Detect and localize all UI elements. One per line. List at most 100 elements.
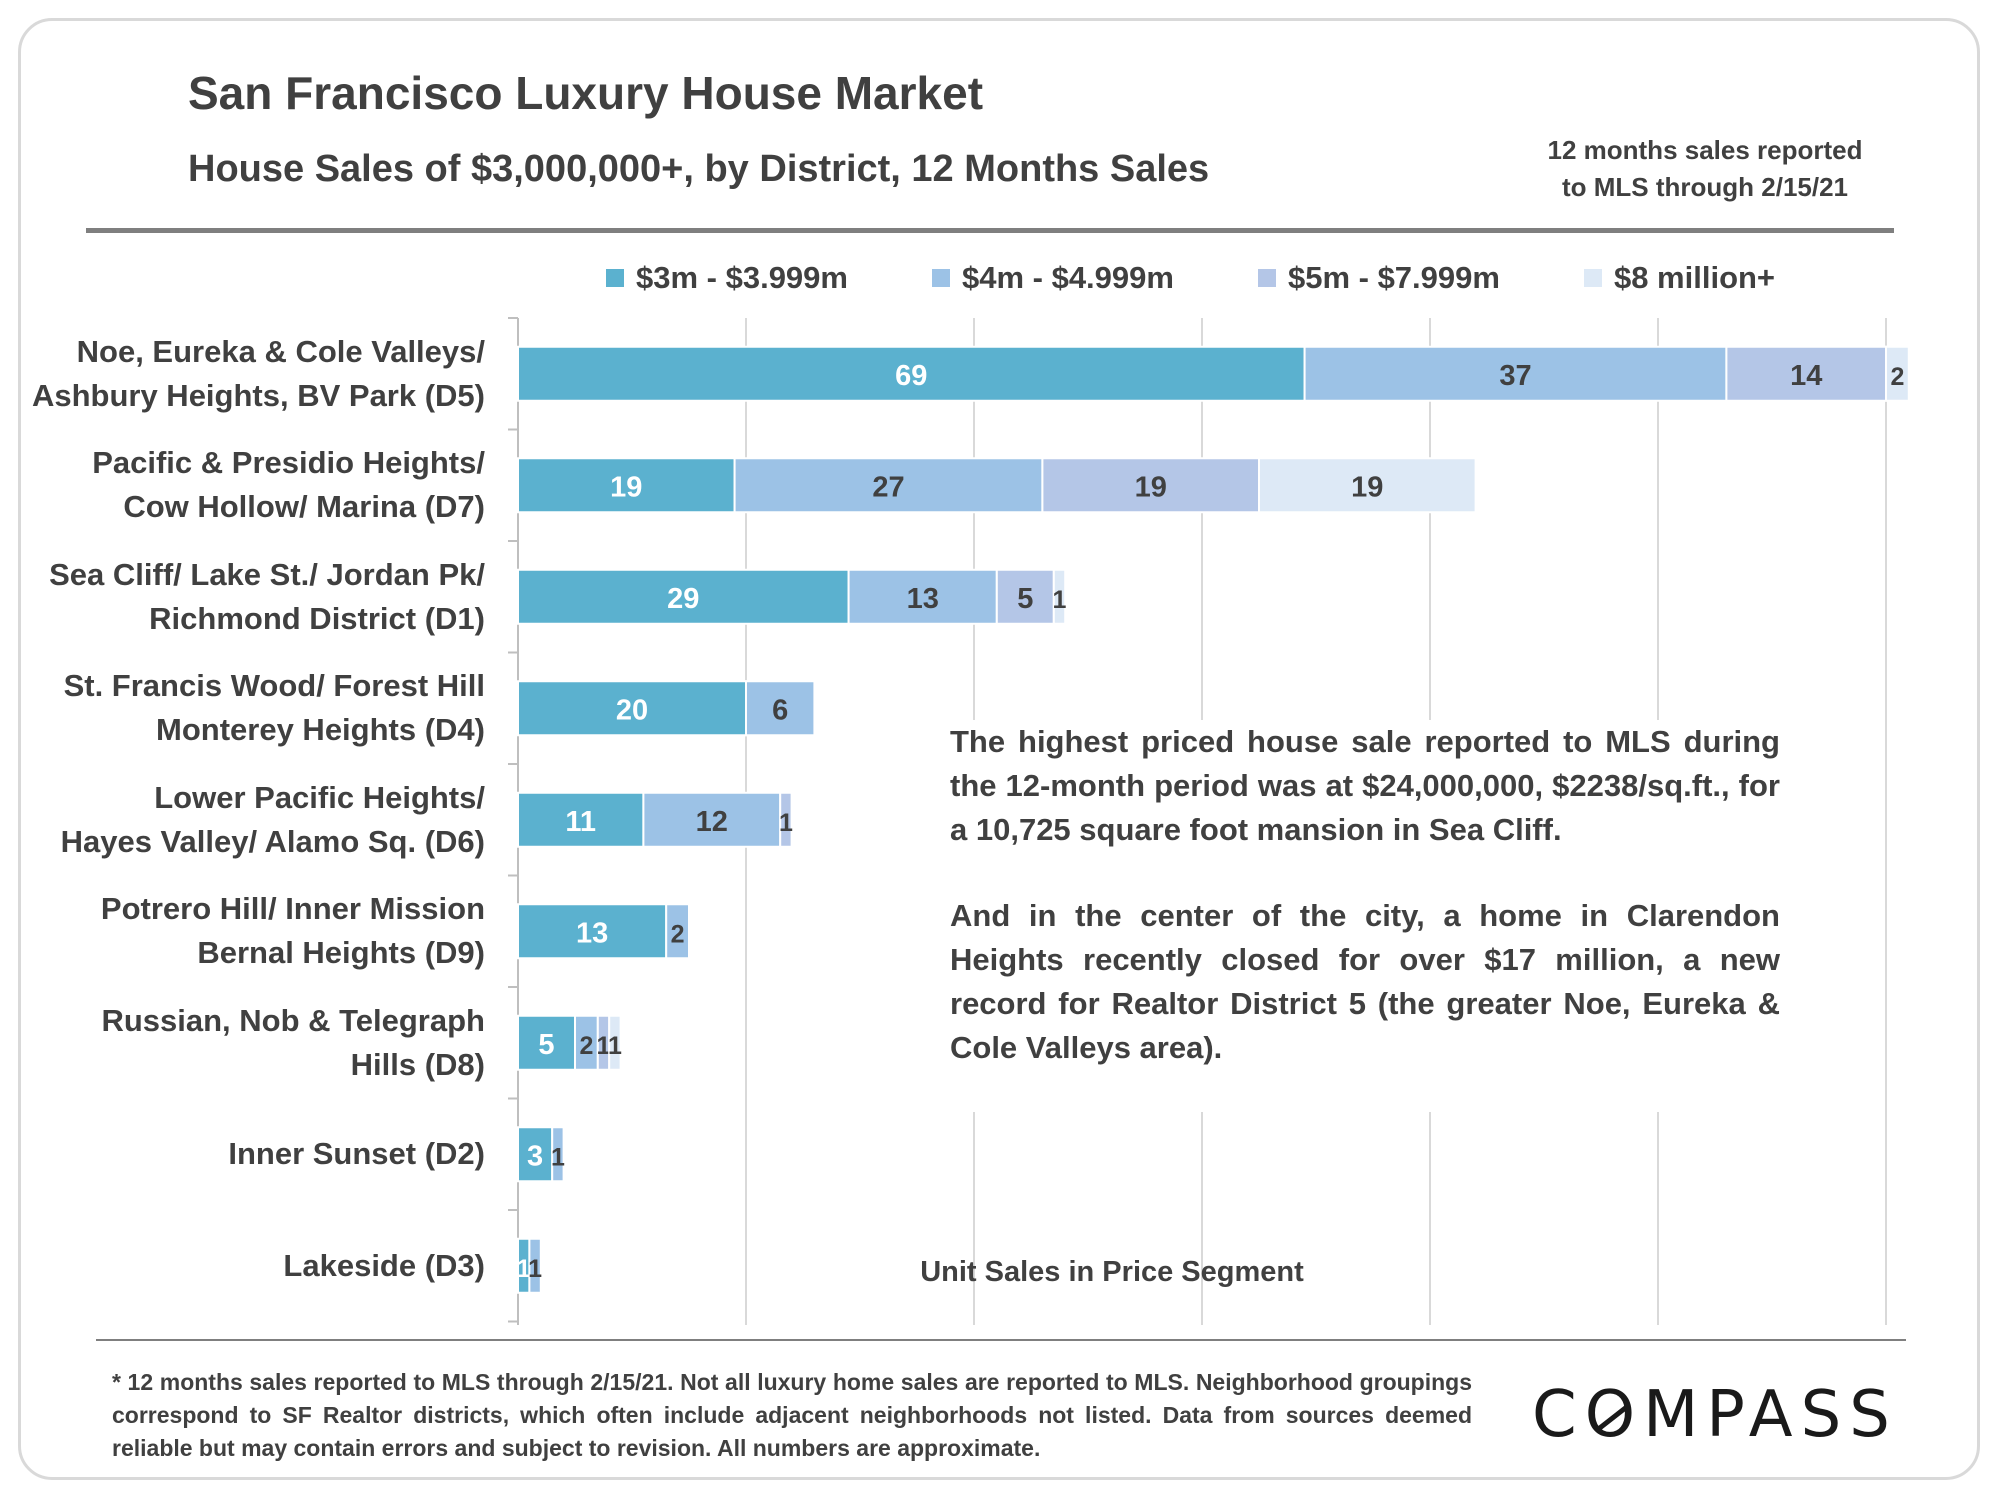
- category-label-line: Inner Sunset (D2): [228, 1136, 485, 1172]
- category-label: Sea Cliff/ Lake St./ Jordan Pk/Richmond …: [49, 553, 485, 641]
- category-label-line: Pacific & Presidio Heights/: [92, 445, 485, 481]
- category-label-line: Bernal Heights (D9): [197, 935, 485, 971]
- bar-segment: [1052, 568, 1067, 625]
- bar-value-label: 13: [907, 583, 939, 615]
- logo-text-end: MPASS: [1643, 1378, 1898, 1452]
- bar-segment: [517, 345, 1306, 402]
- annotation-paragraph-1: The highest priced house sale reported t…: [950, 724, 1780, 847]
- category-label-line: Richmond District (D1): [149, 600, 485, 636]
- bar-value-label: 2: [1890, 363, 1904, 391]
- footnote: * 12 months sales reported to MLS throug…: [112, 1369, 1472, 1461]
- bar-value-label: 19: [1135, 471, 1167, 503]
- bar-segment: [517, 1014, 576, 1071]
- category-label-line: Cow Hollow/ Marina (D7): [123, 489, 485, 525]
- category-label: Noe, Eureka & Cole Valleys/Ashbury Heigh…: [32, 330, 485, 418]
- date-range-note-line-2: to MLS through 2/15/21: [1561, 172, 1849, 202]
- bar-segment: [779, 791, 793, 848]
- bar-segment: [995, 568, 1055, 625]
- logo-o-mark: O: [1584, 1378, 1644, 1452]
- category-label-line: Lower Pacific Heights/: [154, 779, 485, 815]
- bar-value-label: 20: [616, 694, 648, 726]
- legend-swatch-1: [606, 269, 624, 287]
- bar-value-label: 19: [610, 471, 642, 503]
- category-label-line: Lakeside (D3): [283, 1247, 485, 1283]
- compass-logo: COMPASS: [1532, 1378, 1898, 1452]
- category-label-line: Ashbury Heights, BV Park (D5): [31, 377, 485, 413]
- bar-value-label: 2: [671, 920, 685, 948]
- bar-value-label: 1: [528, 1255, 542, 1283]
- bar-value-label: 6: [772, 694, 788, 726]
- footer-divider: [96, 1339, 1906, 1341]
- bar-value-label: 5: [538, 1029, 554, 1061]
- bar-value-label: 11: [565, 806, 596, 838]
- legend-swatch-2: [931, 269, 950, 287]
- bar-value-label: 1: [551, 1143, 565, 1171]
- bar-value-label: 1: [597, 1032, 611, 1060]
- bar-value-label: 2: [579, 1032, 593, 1060]
- x-axis-title: Unit Sales in Price Segment: [920, 1256, 1304, 1288]
- category-label: St. Francis Wood/ Forest Hill Monterey He…: [64, 664, 485, 752]
- legend-item-2: $4m - $4.999m: [931, 260, 1174, 296]
- bar-value-label: 1: [608, 1032, 622, 1060]
- bar-value-label: 1: [779, 809, 793, 837]
- legend-label-3: $5m - $7.999m: [1287, 260, 1500, 295]
- bar-value-label: 1: [517, 1255, 531, 1283]
- header-divider: [86, 228, 1894, 233]
- date-range-note-line-1: 12 months sales reported: [1547, 135, 1863, 165]
- bar-value-label: 12: [696, 806, 728, 838]
- category-label: Lakeside (D3): [283, 1244, 485, 1288]
- bar-segment: [517, 680, 747, 737]
- legend-label-2: $4m - $4.999m: [961, 260, 1174, 295]
- bar-value-label: 1: [1053, 586, 1067, 614]
- legend-item-4: $8 million+: [1583, 260, 1776, 296]
- category-label-line: Monterey Heights (D4): [156, 712, 485, 748]
- category-label: Russian, Nob & Telegraph Hills (D8): [101, 999, 485, 1087]
- bar-segment: [1258, 457, 1477, 514]
- chart-title: San Francisco Luxury House Market: [188, 67, 984, 119]
- category-label: Inner Sunset (D2): [228, 1132, 485, 1176]
- category-label-line: Hills (D8): [350, 1046, 485, 1082]
- bar-value-label: 29: [667, 583, 699, 615]
- bar-segment: [665, 903, 691, 960]
- category-label: Potrero Hill/ Inner Mission Bernal Height…: [101, 887, 485, 975]
- category-label-line: Sea Cliff/ Lake St./ Jordan Pk/: [49, 556, 485, 592]
- category-label: Lower Pacific Heights/Hayes Valley/ Alam…: [61, 776, 485, 864]
- chart-annotation: The highest priced house sale reported t…: [950, 720, 1780, 1112]
- chart-legend: $3m - $3.999m $4m - $4.999m $5m - $7.999…: [606, 258, 1859, 298]
- bar-value-label: 37: [1499, 360, 1531, 392]
- legend-swatch-3: [1257, 269, 1276, 287]
- bar-value-label: 3: [527, 1140, 543, 1172]
- bar-value-label: 5: [1017, 583, 1033, 615]
- legend-swatch-4: [1583, 269, 1602, 287]
- category-label-line: St. Francis Wood/ Forest Hill: [63, 668, 485, 704]
- chart-subtitle: House Sales of $3,000,000+, by District,…: [188, 148, 1210, 190]
- bar-segment: [1725, 345, 1888, 402]
- bar-value-label: 14: [1790, 360, 1822, 392]
- date-range-note: 12 months sales reported to MLS through …: [1500, 132, 1910, 206]
- logo-text-start: C: [1532, 1378, 1585, 1452]
- legend-item-1: $3m - $3.999m: [606, 260, 848, 296]
- category-label-line: Noe, Eureka & Cole Valleys/: [76, 333, 485, 369]
- legend-label-4: $8 million+: [1613, 260, 1776, 295]
- bar-value-label: 27: [872, 471, 904, 503]
- bar-segment: [517, 903, 668, 960]
- bar-segment: [517, 1126, 554, 1183]
- bar-value-label: 69: [895, 360, 927, 392]
- bar-value-label: 13: [576, 917, 608, 949]
- bar-segment: [733, 457, 1044, 514]
- bar-segment: [1885, 345, 1910, 402]
- category-label-line: Russian, Nob & Telegraph: [101, 1002, 485, 1038]
- bar-segment: [1041, 457, 1261, 514]
- bar-segment: [745, 680, 816, 737]
- legend-item-3: $5m - $7.999m: [1257, 260, 1500, 296]
- bar-segment: [551, 1126, 565, 1183]
- bar-segment: [528, 1237, 542, 1294]
- category-label-line: Potrero Hill/ Inner Mission: [100, 891, 485, 927]
- category-label: Pacific & Presidio Heights/Cow Hollow/ M…: [92, 441, 485, 529]
- bar-segment: [517, 791, 645, 848]
- bar-segment: [608, 1014, 622, 1071]
- bar-segment: [517, 457, 736, 514]
- category-label-line: Hayes Valley/ Alamo Sq. (D6): [60, 823, 485, 859]
- legend-label-1: $3m - $3.999m: [636, 260, 848, 295]
- bar-value-label: 19: [1351, 471, 1383, 503]
